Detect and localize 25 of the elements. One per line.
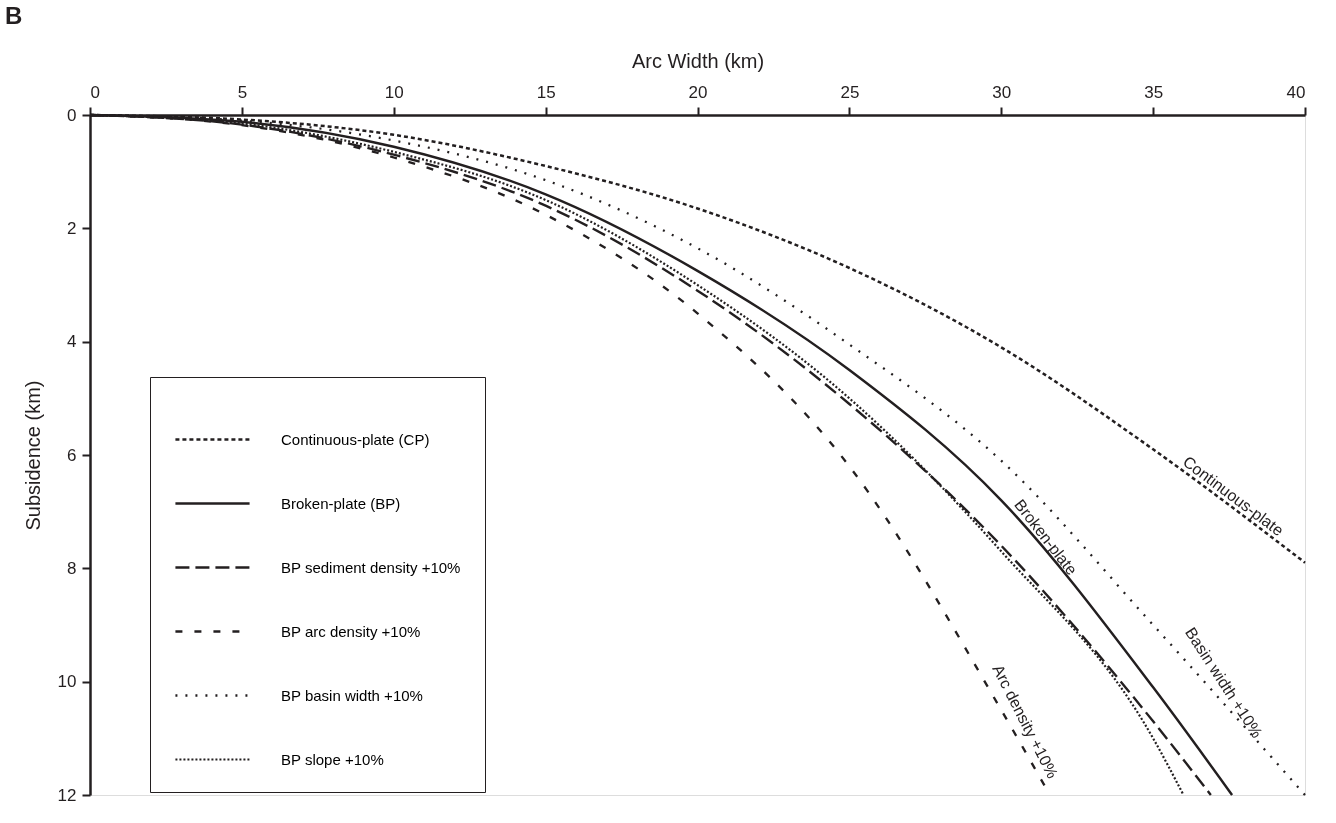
- y-tick-label: 12: [57, 785, 77, 805]
- x-tick-label: 15: [536, 82, 556, 102]
- x-axis-title: Arc Width (km): [631, 49, 765, 72]
- y-tick-label: 6: [67, 445, 77, 465]
- legend-label: Continuous-plate (CP): [281, 430, 430, 448]
- x-tick-label: 25: [840, 82, 860, 102]
- x-tick-label: 5: [237, 82, 248, 102]
- y-tick-label: 8: [67, 558, 77, 578]
- x-tick-label: 35: [1144, 82, 1164, 102]
- legend-label: BP basin width +10%: [281, 686, 423, 704]
- x-tick-label: 20: [688, 82, 708, 102]
- legend-label: BP slope +10%: [281, 750, 384, 768]
- y-axis-title: Subsidence (km): [21, 380, 44, 531]
- y-tick-label: 2: [67, 218, 77, 238]
- y-tick-label: 10: [57, 672, 77, 692]
- y-tick-label: 4: [67, 332, 77, 352]
- x-tick-label: 10: [384, 82, 404, 102]
- legend-label: Broken-plate (BP): [281, 494, 401, 512]
- legend-label: BP arc density +10%: [281, 622, 421, 640]
- text: B: [5, 2, 23, 29]
- x-tick-label: 40: [1286, 82, 1306, 102]
- legend-label: BP sediment density +10%: [281, 558, 461, 576]
- y-tick-label: 0: [67, 105, 77, 125]
- x-tick-label: 30: [992, 82, 1012, 102]
- x-tick-label: 0: [90, 82, 100, 102]
